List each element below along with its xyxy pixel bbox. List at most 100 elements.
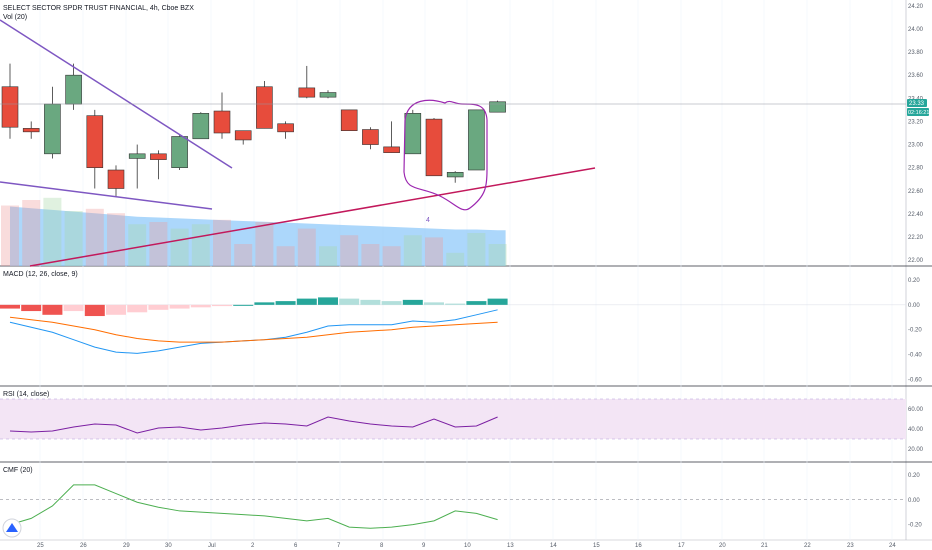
svg-text:02:16:21: 02:16:21 — [908, 110, 929, 116]
cmf-label: CMF (20) — [3, 467, 33, 474]
macd-histogram-bar — [190, 304, 211, 308]
x-axis-tick-label: 24 — [889, 543, 896, 549]
volume-bar — [319, 246, 337, 266]
candle — [171, 135, 188, 171]
cmf-line — [9, 484, 498, 529]
rsi-line — [9, 416, 498, 434]
volume-bar — [43, 197, 62, 266]
x-axis-tick-label: 22 — [804, 543, 811, 549]
candle-body — [404, 113, 422, 155]
y-axis-tick-label: 23.20 — [908, 119, 924, 125]
x-axis-tick-label: 20 — [719, 543, 726, 549]
candle-body — [65, 74, 82, 105]
macd-histogram-bar — [424, 302, 444, 305]
macd-histogram-bar — [127, 304, 148, 313]
time-axis[interactable]: 25 26 29 30 Jul 2 6 7 8 9 10 13 14 15 16 17 20 21 22 23 24 — [37, 543, 896, 549]
candle — [468, 109, 485, 171]
x-axis-tick-label: 2 — [251, 543, 255, 549]
volume-bar — [340, 235, 359, 266]
volume-bar — [382, 246, 401, 266]
volume-bar — [213, 219, 231, 266]
symbol-title: SELECT SECTOR SPDR TRUST FINANCIAL, 4h, … — [3, 5, 194, 12]
rsi-pane — [0, 398, 906, 440]
x-axis-tick-label: Jul — [208, 543, 216, 549]
tradingview-logo-icon[interactable] — [2, 518, 22, 538]
macd-histogram-bar — [212, 304, 232, 307]
candle — [277, 121, 294, 139]
candle-body — [86, 115, 104, 168]
x-axis-tick-label: 7 — [337, 543, 341, 549]
candle-body — [171, 136, 188, 168]
candle-body — [192, 113, 210, 140]
y-axis-tick-label: -0.20 — [908, 328, 922, 334]
candle — [425, 117, 443, 177]
volume-bar — [191, 224, 210, 266]
trendline-red-support[interactable] — [29, 167, 596, 267]
candle — [86, 109, 104, 189]
macd-histogram-bar — [63, 304, 84, 312]
y-axis-tick-label: 23.60 — [908, 73, 924, 79]
macd-pane — [0, 297, 906, 354]
x-axis-tick-label: 14 — [550, 543, 557, 549]
candle-body — [107, 169, 125, 189]
y-axis-tick-label: 20.00 — [908, 447, 924, 453]
candle-body — [425, 118, 443, 177]
x-axis-tick-label: 26 — [80, 543, 87, 549]
y-axis-tick-label: 60.00 — [908, 407, 924, 413]
x-axis-tick-label: 17 — [678, 543, 685, 549]
volume-bar — [425, 237, 443, 266]
annotation-label: 4 — [426, 217, 430, 224]
svg-text:23.33: 23.33 — [909, 101, 925, 107]
volume-bar — [234, 244, 253, 266]
macd-histogram-bar — [0, 304, 20, 309]
y-axis-tick-label: 0.00 — [908, 498, 920, 504]
volume-bar — [85, 208, 104, 266]
volume-bar — [403, 235, 422, 266]
macd-histogram-bar — [233, 304, 254, 306]
x-axis-tick-label: 6 — [294, 543, 298, 549]
y-axis-tick-label: 24.00 — [908, 27, 924, 33]
y-axis-tick-label: 22.80 — [908, 166, 924, 172]
macd-histogram-bar — [381, 301, 402, 305]
candle — [44, 86, 61, 159]
candle-body — [298, 87, 316, 98]
macd-histogram-bar — [42, 304, 63, 315]
y-axis-tick-label: -0.20 — [908, 523, 922, 529]
volume-ma-area — [10, 206, 506, 266]
volume-bar — [170, 228, 189, 266]
volume-bar — [361, 244, 380, 266]
macd-histogram-bar — [318, 297, 338, 305]
candle — [234, 130, 252, 145]
y-axis-tick-label: 22.60 — [908, 189, 924, 195]
trendline-purple-lower[interactable] — [0, 181, 213, 210]
candle-body — [256, 86, 273, 129]
candle-body — [383, 146, 400, 153]
candle — [192, 112, 210, 140]
candlesticks[interactable] — [1, 63, 506, 197]
candle — [1, 63, 19, 139]
grid-lines — [39, 0, 893, 540]
candle — [319, 90, 337, 99]
trendline-purple-upper[interactable] — [0, 19, 233, 169]
x-axis-tick-label: 16 — [635, 543, 642, 549]
volume-bar — [297, 228, 316, 266]
macd-histogram-bar — [339, 298, 360, 305]
volume-bars — [1, 197, 507, 266]
candle — [298, 65, 316, 99]
candle-body — [22, 128, 40, 133]
y-axis-tick-label: 0.20 — [908, 278, 920, 284]
macd-histogram-bar — [275, 301, 296, 305]
y-axis-tick-label: 24.20 — [908, 4, 924, 10]
price-axes[interactable]: 24.2024.0023.8023.6023.4023.2023.0022.80… — [908, 4, 924, 529]
candle — [404, 109, 422, 155]
candle — [489, 100, 506, 113]
volume-bar — [22, 200, 41, 266]
macd-histogram-bar — [21, 304, 42, 312]
volume-bar — [64, 211, 83, 266]
candle-body — [446, 172, 464, 178]
volume-bar — [107, 213, 125, 266]
x-axis-tick-label: 25 — [37, 543, 44, 549]
y-axis-tick-label: 40.00 — [908, 427, 924, 433]
